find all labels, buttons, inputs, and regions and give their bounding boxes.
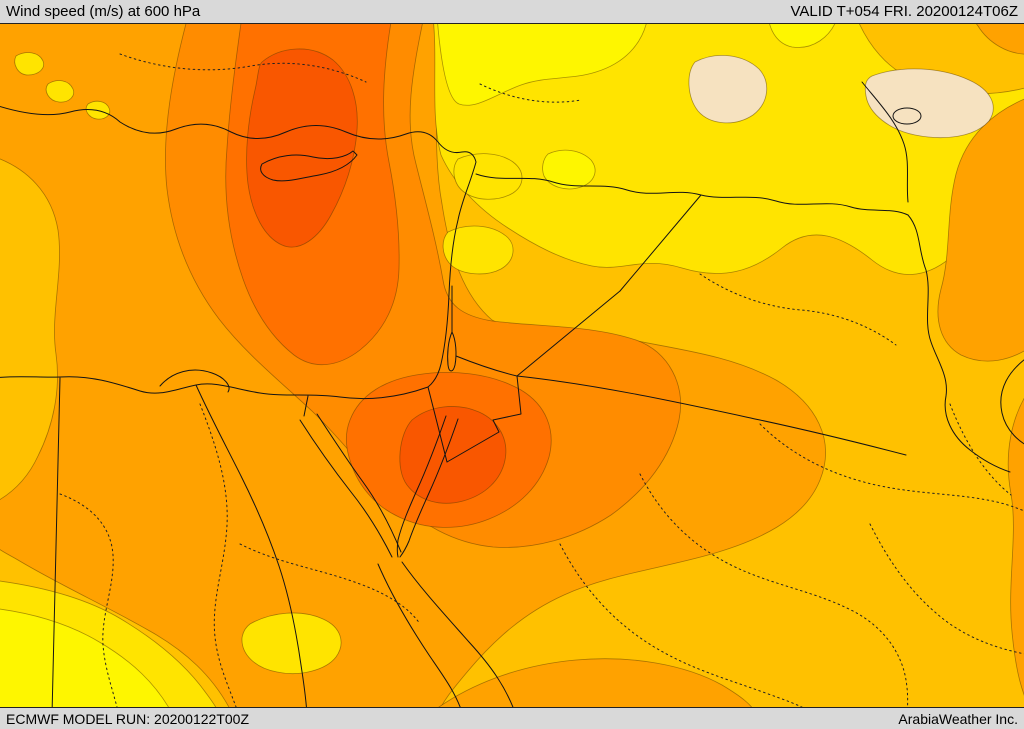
coastline-persian-gulf [1000,359,1024,445]
lake-dead-sea [447,331,457,372]
island-aegean-1 [14,52,45,76]
attribution-label: ArabiaWeather Inc. [898,710,1018,727]
border-syria-iraq [619,194,702,292]
dotted-saudi-north [759,423,1024,512]
contour-orange-right-mid [937,98,1024,362]
map-area [0,24,1024,707]
island-aegean-2 [45,80,75,103]
dotted-saudi-1 [639,473,909,707]
contour-orange-topright-corner [976,24,1024,55]
coastline-gulf-suez-east [316,413,402,553]
contour-cream-patch-2 [864,68,994,139]
contour-cream-patch-1 [688,55,767,124]
river-nile [195,384,307,707]
border-iraq-iran [907,214,1011,473]
valid-time-label: VALID T+054 FRI. 20200124T06Z [790,3,1019,20]
contour-bright-yellow-bottomleft [0,608,169,707]
contour-bright-yellow-topcenter [437,24,647,106]
dotted-saudi-2 [559,543,803,707]
geo-lines [0,81,1024,707]
dotted-right-south [949,403,1012,496]
dotted-iraq [699,273,897,346]
coastline-nile-delta [159,369,230,393]
dotted-libya [59,493,118,707]
suez-canal [303,395,309,417]
contour-yellow-bottom-blob [241,612,342,675]
dotted-egypt-south [239,543,421,625]
model-run-label: ECMWF MODEL RUN: 20200122T00Z [6,710,249,727]
border-egypt-libya [51,377,61,707]
coastline-turkey-levant-egypt [0,105,477,399]
contour-orange-right-bottom [1007,397,1024,696]
border-east-mountains [861,81,909,203]
contour-bright-yellow-small [542,149,596,190]
dotted-syria-north [479,83,582,103]
contour-red-core-south [399,406,507,504]
border-iraq-saudi [516,375,907,456]
contour-gold-left-band [0,158,60,500]
map-title: Wind speed (m/s) at 600 hPa [6,3,201,20]
border-syria-jordan [455,355,518,377]
lake-van-outline [892,107,922,125]
border-jordan-saudi [446,375,522,463]
contour-orange-bottom-center [438,658,753,707]
dotted-boundaries [59,53,1024,707]
bottom-bar: ECMWF MODEL RUN: 20200122T00Z ArabiaWeat… [0,707,1024,729]
dotted-saudi-southeast [869,523,1024,655]
coastline-red-sea-west [377,563,461,707]
coastline-red-sea-east [401,561,514,707]
contour-bright-yellow-top-strip [769,24,836,48]
contour-red-core-cyprus [246,48,358,248]
coastline-gulf-suez-west [299,419,393,558]
contour-yellow-coast-patch-b [442,225,514,275]
island-cyprus-outline [260,150,358,182]
top-bar: Wind speed (m/s) at 600 hPa VALID T+054 … [0,0,1024,24]
border-israel-egypt [427,386,448,463]
weather-map-svg [0,24,1024,707]
border-jordan-iraq [516,290,621,377]
